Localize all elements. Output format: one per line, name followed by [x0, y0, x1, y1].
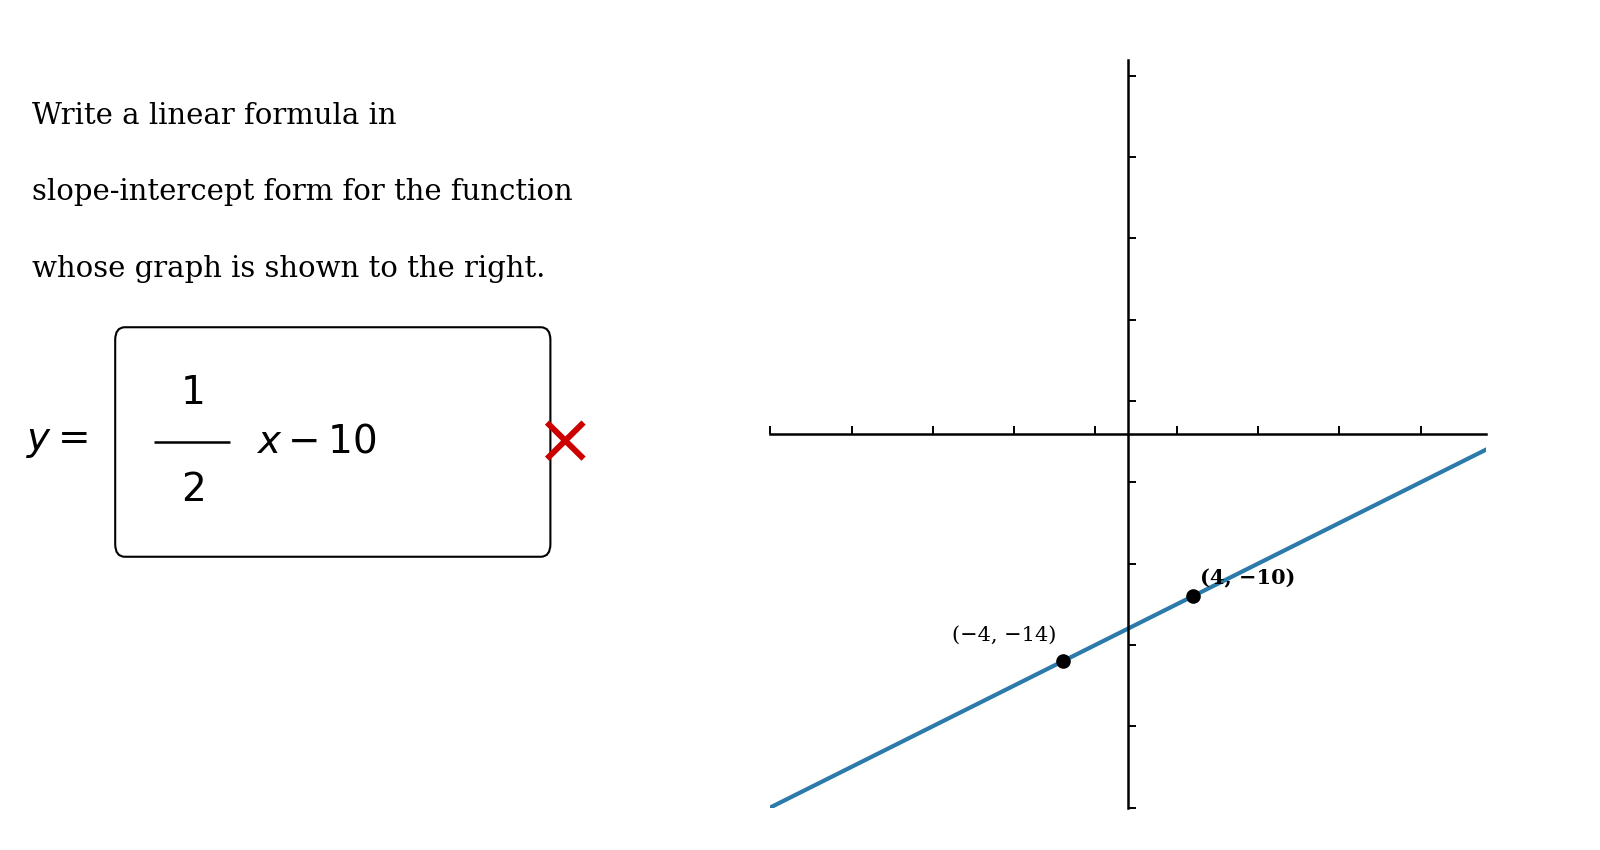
Text: (−4, −14): (−4, −14) — [952, 626, 1056, 645]
Text: $x - 10$: $x - 10$ — [256, 423, 376, 461]
Text: $1$: $1$ — [181, 375, 203, 412]
Text: slope-intercept form for the function: slope-intercept form for the function — [32, 178, 573, 207]
Text: $\times$: $\times$ — [534, 407, 586, 477]
Text: (4, −10): (4, −10) — [1200, 568, 1294, 588]
Text: $y =$: $y =$ — [26, 423, 88, 461]
Text: $2$: $2$ — [181, 472, 203, 509]
FancyBboxPatch shape — [115, 327, 550, 557]
Point — [1050, 654, 1075, 668]
Text: whose graph is shown to the right.: whose graph is shown to the right. — [32, 255, 546, 283]
Text: Write a linear formula in: Write a linear formula in — [32, 102, 397, 130]
Point — [1181, 589, 1206, 603]
